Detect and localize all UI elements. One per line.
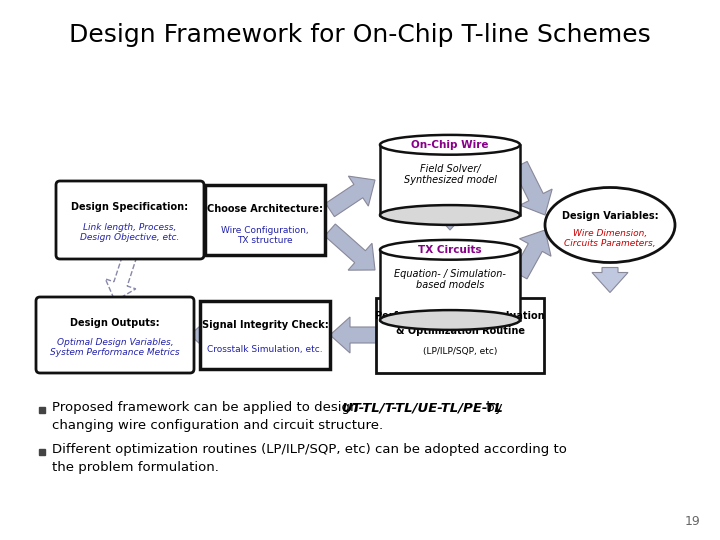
Polygon shape xyxy=(190,317,210,353)
Bar xyxy=(200,301,330,369)
Ellipse shape xyxy=(380,205,520,225)
Text: Signal Integrity Check:: Signal Integrity Check: xyxy=(202,320,328,330)
Text: Design Variables:: Design Variables: xyxy=(562,211,658,221)
Text: Link length, Process,
Design Objective, etc.: Link length, Process, Design Objective, … xyxy=(81,223,180,242)
Text: Equation- / Simulation-
based models: Equation- / Simulation- based models xyxy=(394,269,506,291)
Text: Design Framework for On-Chip T-line Schemes: Design Framework for On-Chip T-line Sche… xyxy=(69,23,651,47)
Text: & Optimization Routine: & Optimization Routine xyxy=(395,326,524,336)
Polygon shape xyxy=(432,210,468,230)
Bar xyxy=(205,185,325,255)
Text: changing wire configuration and circuit structure.: changing wire configuration and circuit … xyxy=(52,420,383,433)
Text: Wire Configuration,
TX structure: Wire Configuration, TX structure xyxy=(221,226,309,245)
Ellipse shape xyxy=(380,310,520,330)
Polygon shape xyxy=(330,317,376,353)
Text: On-Chip Wire: On-Chip Wire xyxy=(411,140,489,150)
Polygon shape xyxy=(185,202,205,238)
Text: (LP/ILP/SQP, etc): (LP/ILP/SQP, etc) xyxy=(423,347,498,356)
Ellipse shape xyxy=(380,240,520,260)
Text: 19: 19 xyxy=(684,515,700,528)
Text: Proposed framework can be applied to design: Proposed framework can be applied to des… xyxy=(52,402,363,415)
Polygon shape xyxy=(325,176,375,217)
Text: Performance/Power Evaluation: Performance/Power Evaluation xyxy=(375,311,545,321)
Text: Wire Dimension,
Circuits Parameters,: Wire Dimension, Circuits Parameters, xyxy=(564,229,656,248)
Text: UT-TL/T-TL/UE-TL/PE-TL: UT-TL/T-TL/UE-TL/PE-TL xyxy=(341,402,503,415)
Polygon shape xyxy=(105,253,137,301)
Ellipse shape xyxy=(545,187,675,262)
Text: Crosstalk Simulation, etc.: Crosstalk Simulation, etc. xyxy=(207,346,323,354)
Bar xyxy=(380,145,520,215)
FancyBboxPatch shape xyxy=(56,181,204,259)
Text: Design Specification:: Design Specification: xyxy=(71,202,189,212)
Polygon shape xyxy=(436,298,468,323)
Bar xyxy=(376,298,544,373)
Polygon shape xyxy=(513,161,552,215)
Text: TX Circuits: TX Circuits xyxy=(418,245,482,255)
Text: Optimal Design Variables,
System Performance Metrics: Optimal Design Variables, System Perform… xyxy=(50,338,180,357)
Ellipse shape xyxy=(380,135,520,154)
Text: Different optimization routines (LP/ILP/SQP, etc) can be adopted according to: Different optimization routines (LP/ILP/… xyxy=(52,443,567,456)
FancyBboxPatch shape xyxy=(36,297,194,373)
Text: Design Outputs:: Design Outputs: xyxy=(70,318,160,328)
Text: the problem formulation.: the problem formulation. xyxy=(52,462,219,475)
Polygon shape xyxy=(325,224,375,270)
Text: by: by xyxy=(482,402,503,415)
Text: Choose Architecture:: Choose Architecture: xyxy=(207,205,323,214)
Polygon shape xyxy=(592,267,628,293)
Polygon shape xyxy=(513,230,551,279)
Bar xyxy=(380,250,520,320)
Text: Field Solver/
Synthesized model: Field Solver/ Synthesized model xyxy=(403,164,497,185)
